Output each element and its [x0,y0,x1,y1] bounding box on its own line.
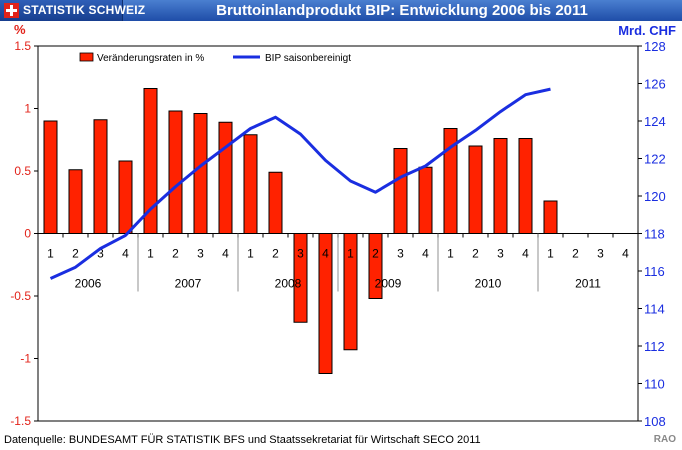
year-label: 2009 [375,277,402,291]
legend-bar-swatch [79,52,94,62]
left-axis-tick-label: -0.5 [10,289,31,303]
chart-title: Bruttoinlandprodukt BIP: Entwicklung 200… [216,2,588,19]
year-label: 2008 [275,277,302,291]
bar [543,200,558,234]
quarter-label: 4 [222,247,229,261]
quarter-label: 2 [372,247,379,261]
year-label: 2006 [75,277,102,291]
left-axis-tick-label: 0 [24,227,31,241]
left-axis-tick-label: 1.5 [14,39,31,53]
year-label: 2010 [475,277,502,291]
quarter-label: 1 [47,247,54,261]
quarter-label: 2 [172,247,179,261]
quarter-label: 1 [347,247,354,261]
bar [293,233,308,323]
right-axis-tick-label: 114 [644,302,665,317]
quarter-label: 3 [97,247,104,261]
quarter-label: 4 [322,247,329,261]
bar [168,110,183,234]
bar [143,88,158,234]
quarter-label: 3 [397,247,404,261]
bar [43,120,58,234]
right-axis-tick-label: 112 [644,339,665,354]
quarter-label: 3 [197,247,204,261]
bar [68,169,83,234]
bar [218,121,233,234]
bar [518,138,533,234]
right-axis-tick-label: 128 [644,39,666,54]
quarter-label: 1 [447,247,454,261]
left-axis-tick-label: -1 [20,352,31,366]
right-axis-tick-label: 118 [644,227,665,242]
quarter-label: 2 [272,247,279,261]
right-axis-tick-label: 120 [644,189,666,204]
data-source: Datenquelle: BUNDESAMT FÜR STATISTIK BFS… [4,434,481,446]
quarter-label: 2 [572,247,579,261]
quarter-label: 3 [297,247,304,261]
bar [343,233,358,351]
year-label: 2011 [575,277,601,291]
legend-line-label: BIP saisonbereinigt [265,53,351,64]
series-line [49,87,551,280]
left-axis-tick-label: -1.5 [10,414,31,428]
bar [118,160,133,234]
brand-box: STATISTIK SCHWEIZ [0,0,145,21]
bar [493,138,508,234]
quarter-label: 4 [522,247,529,261]
credit-label: RAO [653,434,676,445]
bar [268,171,283,234]
right-axis-tick-label: 116 [644,264,665,279]
left-axis-title: % [14,22,26,37]
bar [93,119,108,234]
bar [418,166,433,234]
bar [468,145,483,234]
quarter-label: 4 [622,247,629,261]
year-label: 2007 [175,277,202,291]
quarter-label: 1 [247,247,254,261]
header-bar: STATISTIK SCHWEIZ Bruttoinlandprodukt BI… [0,0,682,21]
right-axis-tick-label: 110 [644,377,665,392]
quarter-label: 1 [147,247,154,261]
right-axis-tick-label: 108 [644,414,666,429]
legend-bar-label: Veränderungsraten in % [97,53,204,64]
left-axis-tick-label: 1 [24,102,31,116]
left-axis-tick-label: 0.5 [14,164,31,178]
quarter-label: 4 [122,247,129,261]
bar [393,148,408,234]
quarter-label: 4 [422,247,429,261]
quarter-label: 2 [472,247,479,261]
bar [443,128,458,234]
bar [318,233,333,374]
quarter-label: 2 [72,247,79,261]
quarter-label: 3 [597,247,604,261]
swiss-flag-icon [4,3,19,18]
right-axis-tick-label: 124 [644,114,666,129]
right-axis-title: Mrd. CHF [618,23,676,38]
bar [368,233,383,299]
quarter-label: 1 [547,247,554,261]
bar [193,113,208,234]
right-axis-tick-label: 126 [644,77,666,92]
brand-label: STATISTIK SCHWEIZ [23,3,146,17]
quarter-label: 3 [497,247,504,261]
right-axis-tick-label: 122 [644,152,666,167]
bar [243,134,258,234]
